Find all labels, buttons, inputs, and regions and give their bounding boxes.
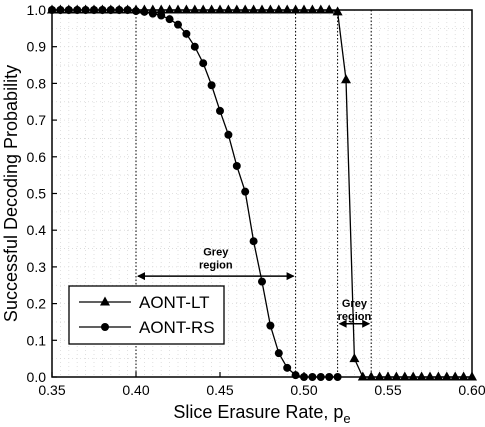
data-point [290,4,301,14]
y-tick-label: 1.0 [27,2,47,18]
data-point [425,371,435,381]
data-point [299,4,309,14]
data-point [231,4,242,14]
data-point [324,4,335,14]
data-point [399,371,410,381]
legend-label: AONT-RS [139,318,215,337]
data-point [223,4,234,14]
data-point [181,4,192,14]
data-point [283,363,292,372]
data-point [207,81,216,90]
data-point [273,4,284,14]
data-point [416,371,427,381]
data-point [332,6,343,16]
data-point [148,9,157,18]
legend-marker [100,296,110,306]
data-point [174,20,182,29]
legend-box [68,285,225,345]
data-point [391,371,402,381]
arrowhead-right [286,272,295,281]
data-series [47,4,477,381]
data-point [315,4,326,14]
x-tick-label: 0.35 [38,382,65,398]
data-point [307,4,318,14]
data-point [349,353,360,363]
y-tick-label: 0.2 [27,296,47,312]
arrowhead-left [137,272,145,281]
y-axis-title: Successful Decoding Probability [1,65,21,322]
grey-region-annotations: Grey region Grey region [135,10,372,377]
data-point [441,371,452,381]
data-point [433,371,444,381]
arrowhead-right [362,319,371,328]
data-point [215,4,225,14]
data-point [173,4,183,14]
data-point [157,11,166,20]
x-tick-label: 0.40 [122,382,149,398]
arrowhead-left [338,319,347,328]
data-point [258,277,266,286]
data-point [265,4,276,14]
data-point [165,15,174,24]
data-point [374,371,385,381]
data-point [249,237,258,246]
y-tick-label: 0.0 [27,369,47,385]
data-point [240,4,251,14]
y-tick-label: 0.9 [27,39,47,55]
data-point [140,7,149,16]
region-label: Grey region [338,298,372,323]
legend: AONT-LT AONT-RS [68,285,225,345]
data-point [366,371,377,381]
x-tick-label: 0.55 [374,382,401,398]
data-point [206,4,217,14]
y-tick-label: 0.6 [27,149,47,165]
data-point [224,130,233,139]
data-point [216,106,224,115]
data-point [199,59,208,68]
data-point [190,42,199,51]
data-point [341,74,351,84]
data-point [274,349,283,358]
y-tick-label: 0.8 [27,75,47,91]
data-point [458,371,469,381]
legend-marker [101,323,109,331]
axis-ticks: 0.35 0.40 0.45 0.50 0.55 0.60 0.0 0.1 0.2 0.3 0.4 0… [27,2,485,398]
data-point [248,4,259,14]
data-point [189,4,200,14]
y-tick-label: 0.3 [27,259,47,275]
x-tick-label: 0.45 [206,382,233,398]
y-tick-label: 0.5 [27,186,47,202]
data-point [408,371,419,381]
x-axis-title: Slice Erasure Rate, pe [173,402,350,426]
x-tick-label: 0.60 [458,382,485,398]
legend-item: AONT-RS [79,318,215,337]
data-point [291,371,300,380]
y-tick-label: 0.1 [27,332,47,348]
grey-region-annotation: Grey region [337,10,372,377]
data-point [164,4,175,14]
x-tick-label: 0.50 [290,382,317,398]
data-point [450,371,461,381]
data-point [132,7,140,16]
y-tick-label: 0.7 [27,112,47,128]
data-point [241,187,250,196]
data-point [232,161,241,170]
data-point [257,4,267,14]
data-point [357,371,368,381]
data-point [156,4,167,14]
data-point [198,4,209,14]
data-point [182,29,191,38]
legend-item: AONT-LT [79,293,210,312]
y-tick-label: 0.4 [27,222,47,238]
legend-label: AONT-LT [139,293,210,312]
region-label: Grey region [199,247,233,272]
data-point [282,4,293,14]
data-point [266,321,275,330]
